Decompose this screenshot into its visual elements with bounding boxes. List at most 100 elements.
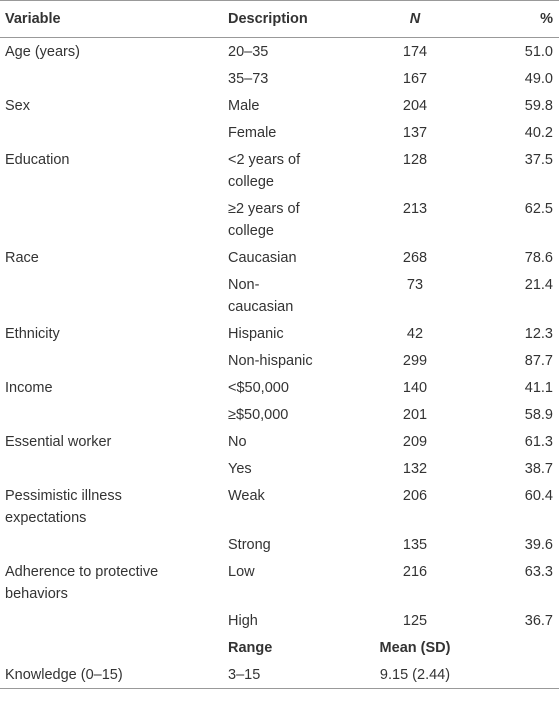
table-row: ≥2 years of college 213 62.5 (0, 195, 559, 244)
cell: Yes (228, 455, 368, 482)
cell: 61.3 (462, 428, 559, 455)
cell: Non-hispanic (228, 347, 368, 374)
cell: 49.0 (462, 65, 559, 92)
cell: 3–15 (228, 661, 368, 689)
cell: 39.6 (462, 531, 559, 558)
cell-text: 35–73 (228, 71, 269, 87)
cell-text: Essential worker (5, 434, 112, 450)
cell (0, 195, 228, 244)
cell: 216 (368, 558, 462, 607)
cell-text: 37.5 (524, 152, 553, 168)
cell: Adherence to protective behaviors (0, 558, 228, 607)
cell: 41.1 (462, 374, 559, 401)
cell: 201 (368, 401, 462, 428)
table-row: Non-caucasian 73 21.4 (0, 271, 559, 320)
table-row: Race Caucasian 268 78.6 (0, 244, 559, 271)
cell: 135 (368, 531, 462, 558)
cell (0, 347, 228, 374)
cell: 137 (368, 119, 462, 146)
table-row: Pessimistic illness expectations Weak 206 6… (0, 482, 559, 531)
cell-text: ≥$50,000 (228, 407, 289, 423)
cell: 38.7 (462, 455, 559, 482)
cell-text: Hispanic (228, 326, 284, 342)
header-cell: N (368, 0, 462, 38)
cell: 125 (368, 607, 462, 634)
cell-text: 42 (406, 326, 424, 342)
header-cell: % (462, 0, 559, 38)
cell: 132 (368, 455, 462, 482)
cell-text: Pessimistic illness expectations (5, 488, 122, 526)
cell (462, 661, 559, 689)
cell: 20–35 (228, 38, 368, 66)
cell-text: <$50,000 (228, 380, 289, 396)
cell-text: Female (228, 125, 277, 141)
table-row: Knowledge (0–15) 3–15 9.15 (2.44) (0, 661, 559, 689)
cell-text: Low (228, 564, 255, 580)
cell (0, 455, 228, 482)
cell: 268 (368, 244, 462, 271)
cell: 174 (368, 38, 462, 66)
cell: Non-caucasian (228, 271, 368, 320)
cell-text: Sex (5, 98, 30, 114)
cell (0, 401, 228, 428)
cell: 78.6 (462, 244, 559, 271)
cell-text: 3–15 (228, 667, 261, 683)
cell: Sex (0, 92, 228, 119)
cell-text: 51.0 (524, 44, 553, 60)
cell-text: 21.4 (524, 277, 553, 293)
cell-text: Yes (228, 461, 252, 477)
cell-text: 59.8 (524, 98, 553, 114)
table-row: 35–73 167 49.0 (0, 65, 559, 92)
table-row: Yes 132 38.7 (0, 455, 559, 482)
cell: 58.9 (462, 401, 559, 428)
cell: 299 (368, 347, 462, 374)
cell-text: Non-caucasian (228, 277, 294, 315)
cell-text: 9.15 (2.44) (379, 667, 451, 683)
cell: ≥$50,000 (228, 401, 368, 428)
cell: Income (0, 374, 228, 401)
cell: Female (228, 119, 368, 146)
cell-text: 36.7 (524, 613, 553, 629)
cell: 213 (368, 195, 462, 244)
cell (462, 634, 559, 661)
table-row: Essential worker No 209 61.3 (0, 428, 559, 455)
cell: 35–73 (228, 65, 368, 92)
table-row: Female 137 40.2 (0, 119, 559, 146)
header-row: Variable Description N % (0, 0, 559, 38)
cell: 128 (368, 146, 462, 195)
cell-text: ≥2 years of college (228, 201, 300, 239)
cell-text: 137 (402, 125, 428, 141)
cell-text: Mean (SD) (379, 640, 451, 656)
cell-text: Caucasian (228, 250, 297, 266)
cell (0, 271, 228, 320)
cell-text: 209 (402, 434, 428, 450)
cell-text: No (228, 434, 247, 450)
cell-text: 206 (402, 488, 428, 504)
cell (0, 607, 228, 634)
cell-text: Knowledge (0–15) (5, 667, 123, 683)
cell: 60.4 (462, 482, 559, 531)
cell-text: Ethnicity (5, 326, 60, 342)
cell: 73 (368, 271, 462, 320)
cell: Low (228, 558, 368, 607)
cell-text: Range (228, 640, 273, 656)
cell-text: 299 (402, 353, 428, 369)
cell-text: 41.1 (524, 380, 553, 396)
cell: Hispanic (228, 320, 368, 347)
cell-text: 58.9 (524, 407, 553, 423)
cell-text: High (228, 613, 258, 629)
cell-text: 60.4 (524, 488, 553, 504)
cell: 42 (368, 320, 462, 347)
cell-text: 128 (402, 152, 428, 168)
table-row: Non-hispanic 299 87.7 (0, 347, 559, 374)
table-row: High 125 36.7 (0, 607, 559, 634)
cell: Essential worker (0, 428, 228, 455)
cell: 51.0 (462, 38, 559, 66)
cell: High (228, 607, 368, 634)
cell: Pessimistic illness expectations (0, 482, 228, 531)
cell-text: Adherence to protective behaviors (5, 564, 159, 602)
cell-text: 73 (406, 277, 424, 293)
cell-text: 201 (402, 407, 428, 423)
cell: Age (years) (0, 38, 228, 66)
table-row: ≥$50,000 201 58.9 (0, 401, 559, 428)
